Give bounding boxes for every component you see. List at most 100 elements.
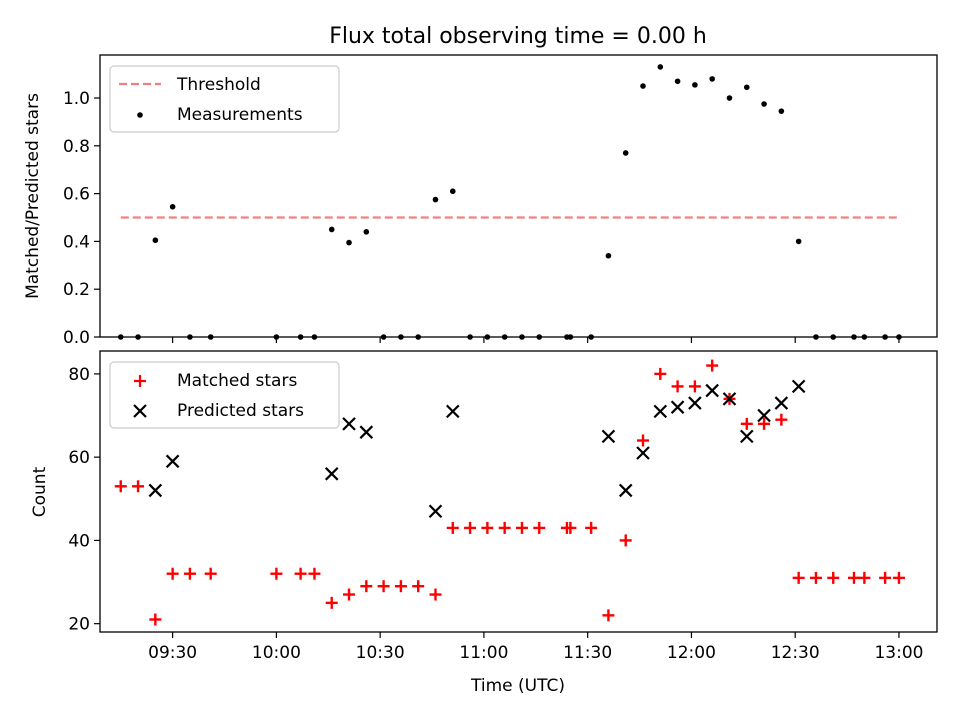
matched-star-point	[619, 534, 632, 547]
matched-star-point	[446, 521, 459, 534]
matched-star-point	[847, 571, 860, 584]
top-y-axis-label: Matched/Predicted stars	[23, 93, 43, 299]
matched-star-point	[183, 567, 196, 580]
bottom-y-tick-label: 20	[68, 615, 90, 635]
predicted-star-point	[165, 454, 180, 469]
top-axes-frame	[99, 54, 938, 338]
matched-star-point	[585, 521, 598, 534]
matched-star-point	[775, 413, 788, 426]
predicted-star-point	[324, 467, 339, 481]
matched-star-point	[412, 580, 425, 593]
bottom-y-axis-label: Count	[30, 466, 50, 517]
top-y-tick-label: 0.0	[63, 328, 90, 348]
x-tick-label: 13:00	[874, 643, 923, 663]
legend-threshold-label: Threshold	[176, 75, 261, 95]
legend-predicted-swatch	[133, 404, 147, 418]
predicted-star-point	[148, 483, 163, 498]
predicted-star-point	[688, 396, 702, 410]
predicted-star-point	[601, 429, 616, 444]
measurement-point	[778, 108, 785, 114]
matched-star-point	[637, 434, 650, 447]
matched-star-point	[892, 571, 905, 584]
legend-predicted-label: Predicted stars	[177, 401, 304, 421]
chart-title: Flux total observing time = 0.00 h	[329, 24, 707, 49]
matched-star-point	[706, 359, 719, 372]
matched-star-point	[564, 521, 577, 534]
matched-star-point	[308, 567, 321, 580]
legend-matched-swatch	[134, 375, 146, 387]
predicted-star-point	[757, 408, 771, 423]
top-y-tick-label: 0.6	[63, 185, 90, 205]
x-tick-label: 09:30	[148, 643, 197, 663]
measurement-point	[726, 95, 733, 101]
measurement-point	[622, 150, 629, 156]
measurement-point	[432, 196, 439, 203]
matched-star-point	[481, 521, 494, 534]
matched-star-point	[343, 588, 356, 601]
top-legend-box	[109, 65, 340, 133]
matched-star-point	[294, 567, 307, 580]
matched-star-point	[149, 613, 162, 626]
predicted-star-point	[705, 383, 719, 398]
bottom-y-tick-label: 60	[68, 448, 90, 468]
matched-star-point	[809, 571, 822, 584]
matched-star-point	[114, 480, 127, 493]
bottom-plot-area	[114, 359, 905, 626]
predicted-star-point	[722, 392, 737, 406]
top-y-tick-label: 0.8	[63, 137, 90, 157]
matched-star-point	[602, 609, 615, 622]
matched-star-point	[740, 417, 753, 430]
matched-star-point	[515, 521, 528, 534]
top-y-tick-label: 1.0	[63, 89, 90, 109]
predicted-star-point	[618, 483, 633, 498]
matched-star-point	[498, 521, 511, 534]
measurement-point	[346, 239, 352, 246]
x-tick-label: 10:30	[356, 643, 405, 663]
measurement-point	[743, 84, 750, 91]
measurement-point	[657, 64, 664, 70]
measurement-point	[761, 101, 767, 107]
measurement-point	[795, 238, 802, 245]
top-x-ticks	[172, 337, 900, 343]
matched-star-point	[464, 521, 477, 534]
bottom-x-axis: 09:30 10:00 10:30 11:00 11:30 12:00 12:30 13:00	[148, 632, 923, 663]
measurement-point	[605, 252, 612, 259]
bottom-y-tick-label: 80	[68, 365, 90, 385]
matched-star-point	[792, 571, 805, 584]
predicted-star-point	[428, 504, 443, 519]
x-tick-label: 11:00	[459, 643, 508, 663]
measurement-point	[674, 78, 681, 85]
matched-star-point	[879, 571, 892, 584]
predicted-star-point	[653, 404, 668, 419]
matched-star-point	[671, 380, 684, 393]
x-tick-label: 10:00	[252, 643, 301, 663]
measurement-point	[640, 83, 646, 89]
matched-star-point	[688, 380, 701, 393]
measurement-point	[328, 226, 335, 233]
bottom-legend: Matched stars Predicted stars	[109, 361, 340, 429]
bottom-y-tick-label: 40	[68, 531, 90, 551]
matched-star-point	[270, 567, 283, 580]
predicted-star-point	[774, 396, 789, 410]
measurement-point	[363, 229, 370, 235]
top-legend: Threshold Measurements	[109, 65, 340, 133]
bottom-axes-frame	[99, 350, 938, 633]
bottom-legend-box	[109, 361, 340, 429]
top-y-tick-label: 0.4	[63, 232, 90, 252]
matched-star-point	[204, 567, 217, 580]
matched-star-point	[360, 580, 373, 593]
matched-star-point	[325, 596, 338, 609]
matched-star-point	[533, 521, 546, 534]
legend-matched-label: Matched stars	[177, 371, 297, 391]
predicted-star-point	[342, 417, 356, 431]
legend-measurements-label: Measurements	[177, 105, 303, 125]
measurement-point	[709, 76, 715, 82]
bottom-y-axis: 20 40 60 80	[68, 365, 100, 635]
x-axis-label: Time (UTC)	[470, 676, 565, 696]
x-tick-label: 11:30	[563, 643, 612, 663]
matched-star-point	[429, 588, 442, 601]
x-tick-label: 12:00	[667, 643, 716, 663]
predicted-star-point	[446, 404, 460, 419]
predicted-star-point	[670, 400, 685, 414]
